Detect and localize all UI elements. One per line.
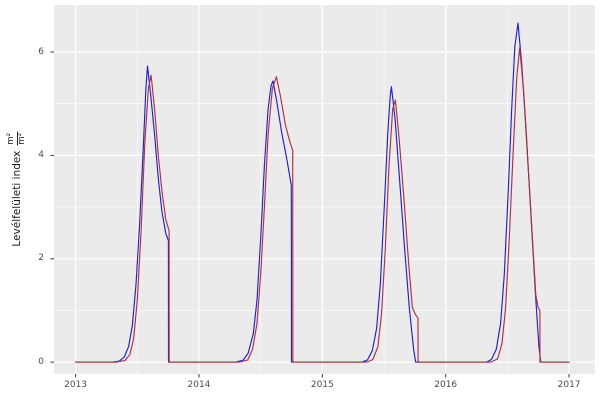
y-tick-label: 6: [38, 46, 44, 57]
x-tick-label: 2017: [557, 380, 581, 390]
series-line-measured-lai-red: [75, 46, 570, 363]
y-tick-label: 2: [38, 253, 44, 264]
x-tick-label: 2013: [64, 380, 88, 390]
x-tick-label: 2016: [434, 380, 458, 390]
x-tick-label: 2014: [187, 380, 211, 390]
x-tick-label: 2015: [310, 380, 334, 390]
y-tick-label: 4: [38, 149, 44, 160]
y-tick-label: 0: [38, 356, 44, 367]
